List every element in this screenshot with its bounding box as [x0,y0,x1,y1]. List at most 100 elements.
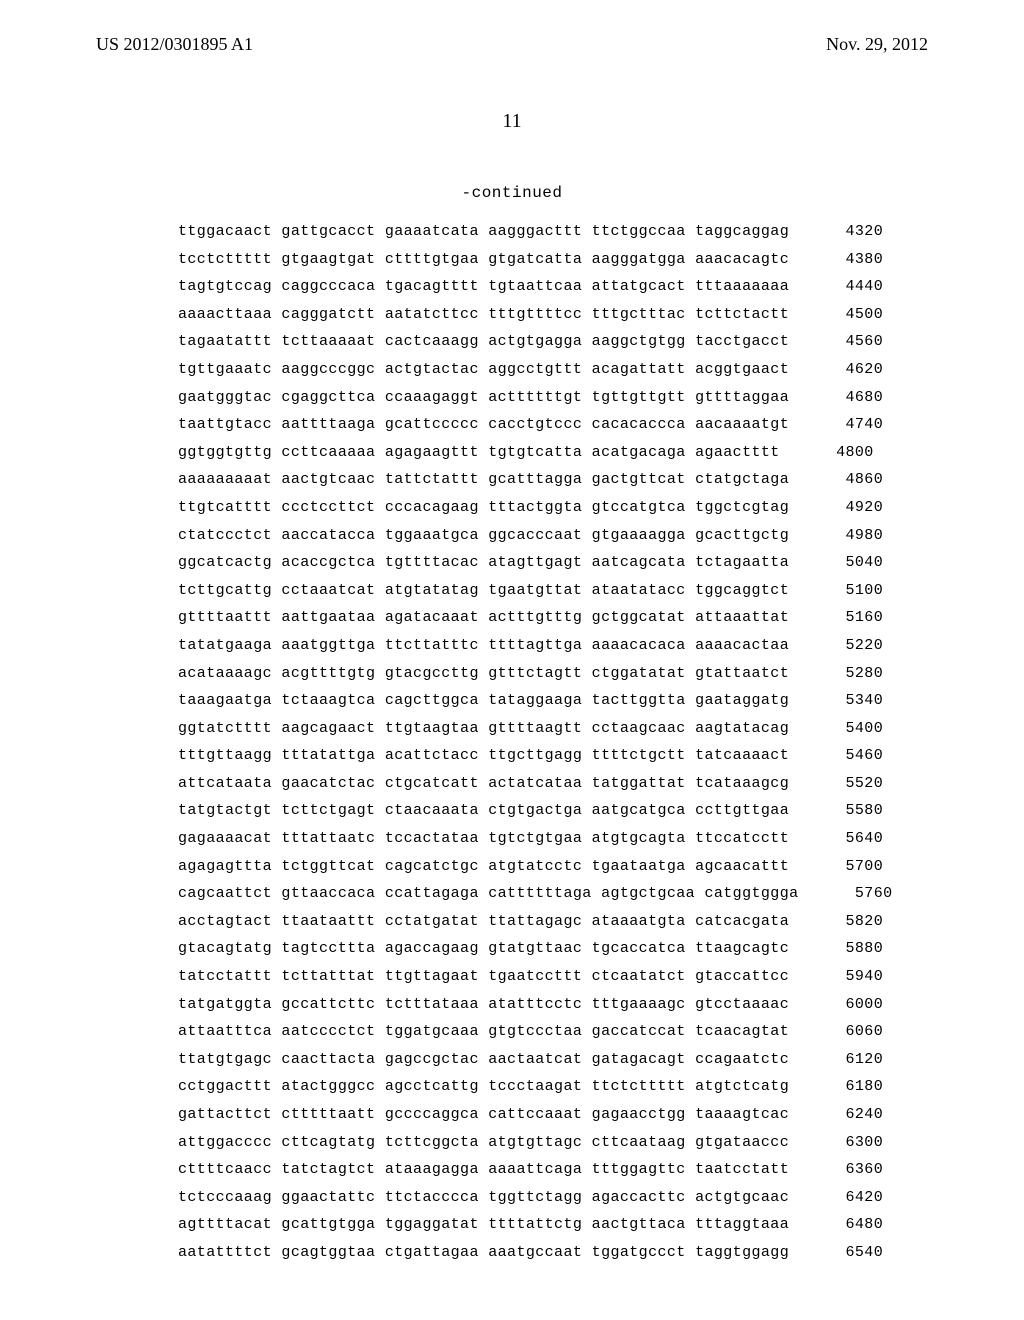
sequence-position: 5220 [811,632,883,660]
sequence-position: 4800 [802,439,874,467]
sequence-position: 5820 [811,908,883,936]
sequence-groups: gttttaattt aattgaataa agatacaaat actttgt… [178,604,789,632]
sequence-row: tatgtactgt tcttctgagt ctaacaaata ctgtgac… [178,797,893,825]
sequence-position: 4920 [811,494,883,522]
sequence-groups: taaagaatga tctaaagtca cagcttggca tatagga… [178,687,789,715]
page-number: 11 [0,110,1024,133]
sequence-groups: tatgtactgt tcttctgagt ctaacaaata ctgtgac… [178,797,789,825]
sequence-position: 6300 [811,1129,883,1157]
sequence-groups: acataaaagc acgttttgtg gtacgccttg gtttcta… [178,660,789,688]
sequence-groups: aatattttct gcagtggtaa ctgattagaa aaatgcc… [178,1239,789,1267]
sequence-groups: tgttgaaatc aaggcccggc actgtactac aggcctg… [178,356,789,384]
sequence-position: 5760 [821,880,893,908]
sequence-position: 5280 [811,660,883,688]
sequence-groups: ttatgtgagc caacttacta gagccgctac aactaat… [178,1046,789,1074]
sequence-position: 5520 [811,770,883,798]
sequence-row: attcataata gaacatctac ctgcatcatt actatca… [178,770,893,798]
sequence-row: gtacagtatg tagtccttta agaccagaag gtatgtt… [178,935,893,963]
sequence-position: 4500 [811,301,883,329]
sequence-groups: attaatttca aatcccctct tggatgcaaa gtgtccc… [178,1018,789,1046]
sequence-position: 5580 [811,797,883,825]
sequence-groups: acctagtact ttaataattt cctatgatat ttattag… [178,908,789,936]
sequence-groups: gattacttct ctttttaatt gccccaggca cattcca… [178,1101,789,1129]
sequence-position: 6180 [811,1073,883,1101]
sequence-position: 6540 [811,1239,883,1267]
sequence-groups: tagtgtccag caggcccaca tgacagtttt tgtaatt… [178,273,789,301]
sequence-row: aaaacttaaa cagggatctt aatatcttcc tttgttt… [178,301,893,329]
sequence-row: tatcctattt tcttatttat ttgttagaat tgaatcc… [178,963,893,991]
publication-date: Nov. 29, 2012 [826,34,928,55]
sequence-groups: ggcatcactg acaccgctca tgttttacac atagttg… [178,549,789,577]
sequence-groups: ttgtcatttt ccctccttct cccacagaag tttactg… [178,494,789,522]
sequence-position: 4560 [811,328,883,356]
sequence-groups: tatatgaaga aaatggttga ttcttatttc ttttagt… [178,632,789,660]
sequence-position: 6240 [811,1101,883,1129]
sequence-row: attggacccc cttcagtatg tcttcggcta atgtgtt… [178,1129,893,1157]
sequence-groups: tagaatattt tcttaaaaat cactcaaagg actgtga… [178,328,789,356]
sequence-row: gagaaaacat tttattaatc tccactataa tgtctgt… [178,825,893,853]
sequence-row: aatattttct gcagtggtaa ctgattagaa aaatgcc… [178,1239,893,1267]
sequence-groups: agagagttta tctggttcat cagcatctgc atgtatc… [178,853,789,881]
sequence-row: tcttgcattg cctaaatcat atgtatatag tgaatgt… [178,577,893,605]
sequence-row: ttatgtgagc caacttacta gagccgctac aactaat… [178,1046,893,1074]
sequence-groups: gaatgggtac cgaggcttca ccaaagaggt acttttt… [178,384,789,412]
sequence-groups: ggtggtgttg ccttcaaaaa agagaagttt tgtgtca… [178,439,780,467]
sequence-position: 4980 [811,522,883,550]
sequence-row: ttggacaact gattgcacct gaaaatcata aagggac… [178,218,893,246]
sequence-row: cctggacttt atactgggcc agcctcattg tccctaa… [178,1073,893,1101]
sequence-groups: gagaaaacat tttattaatc tccactataa tgtctgt… [178,825,789,853]
sequence-position: 5700 [811,853,883,881]
sequence-position: 4680 [811,384,883,412]
sequence-groups: aaaaaaaaat aactgtcaac tattctattt gcattta… [178,466,789,494]
sequence-groups: ctatccctct aaccatacca tggaaatgca ggcaccc… [178,522,789,550]
sequence-position: 5100 [811,577,883,605]
sequence-position: 6360 [811,1156,883,1184]
sequence-position: 6480 [811,1211,883,1239]
sequence-position: 4740 [811,411,883,439]
sequence-row: taaagaatga tctaaagtca cagcttggca tatagga… [178,687,893,715]
sequence-position: 5880 [811,935,883,963]
sequence-groups: tctcccaaag ggaactattc ttctacccca tggttct… [178,1184,789,1212]
sequence-row: tagaatattt tcttaaaaat cactcaaagg actgtga… [178,328,893,356]
sequence-position: 4860 [811,466,883,494]
sequence-groups: tcctcttttt gtgaagtgat cttttgtgaa gtgatca… [178,246,789,274]
sequence-row: tcctcttttt gtgaagtgat cttttgtgaa gtgatca… [178,246,893,274]
sequence-row: tgttgaaatc aaggcccggc actgtactac aggcctg… [178,356,893,384]
sequence-row: ggtatctttt aagcagaact ttgtaagtaa gttttaa… [178,715,893,743]
continued-label: -continued [0,184,1024,202]
sequence-row: gttttaattt aattgaataa agatacaaat actttgt… [178,604,893,632]
sequence-groups: tatgatggta gccattcttc tctttataaa atatttc… [178,991,789,1019]
sequence-groups: agttttacat gcattgtgga tggaggatat ttttatt… [178,1211,789,1239]
sequence-row: ctatccctct aaccatacca tggaaatgca ggcaccc… [178,522,893,550]
sequence-position: 6000 [811,991,883,1019]
sequence-row: ggcatcactg acaccgctca tgttttacac atagttg… [178,549,893,577]
publication-number: US 2012/0301895 A1 [96,34,253,55]
sequence-position: 5400 [811,715,883,743]
sequence-position: 4320 [811,218,883,246]
sequence-groups: cagcaattct gttaaccaca ccattagaga cattttt… [178,880,799,908]
sequence-groups: cttttcaacc tatctagtct ataaagagga aaaattc… [178,1156,789,1184]
sequence-row: tatgatggta gccattcttc tctttataaa atatttc… [178,991,893,1019]
sequence-groups: gtacagtatg tagtccttta agaccagaag gtatgtt… [178,935,789,963]
sequence-row: cttttcaacc tatctagtct ataaagagga aaaattc… [178,1156,893,1184]
sequence-row: agttttacat gcattgtgga tggaggatat ttttatt… [178,1211,893,1239]
sequence-position: 5640 [811,825,883,853]
sequence-groups: tatcctattt tcttatttat ttgttagaat tgaatcc… [178,963,789,991]
sequence-groups: attggacccc cttcagtatg tcttcggcta atgtgtt… [178,1129,789,1157]
sequence-groups: taattgtacc aattttaaga gcattccccc cacctgt… [178,411,789,439]
sequence-row: cagcaattct gttaaccaca ccattagaga cattttt… [178,880,893,908]
sequence-position: 6060 [811,1018,883,1046]
sequence-position: 5160 [811,604,883,632]
sequence-row: ttgtcatttt ccctccttct cccacagaag tttactg… [178,494,893,522]
sequence-row: ggtggtgttg ccttcaaaaa agagaagttt tgtgtca… [178,439,893,467]
sequence-position: 5940 [811,963,883,991]
sequence-position: 4380 [811,246,883,274]
sequence-listing: ttggacaact gattgcacct gaaaatcata aagggac… [178,218,893,1267]
sequence-row: tttgttaagg tttatattga acattctacc ttgcttg… [178,742,893,770]
sequence-row: agagagttta tctggttcat cagcatctgc atgtatc… [178,853,893,881]
sequence-groups: cctggacttt atactgggcc agcctcattg tccctaa… [178,1073,789,1101]
sequence-groups: ggtatctttt aagcagaact ttgtaagtaa gttttaa… [178,715,789,743]
sequence-row: taattgtacc aattttaaga gcattccccc cacctgt… [178,411,893,439]
sequence-groups: tcttgcattg cctaaatcat atgtatatag tgaatgt… [178,577,789,605]
sequence-row: tatatgaaga aaatggttga ttcttatttc ttttagt… [178,632,893,660]
